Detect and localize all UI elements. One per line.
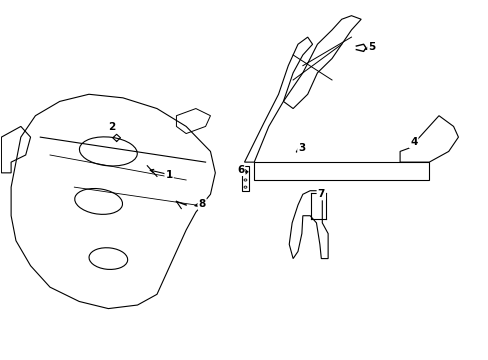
Text: 6: 6 [237,165,244,175]
Text: 7: 7 [317,189,325,199]
Text: 8: 8 [198,199,205,209]
Text: 5: 5 [367,42,375,52]
Text: 1: 1 [165,170,172,180]
Text: 3: 3 [298,143,305,153]
Text: 2: 2 [108,122,116,132]
Text: 4: 4 [409,138,417,148]
